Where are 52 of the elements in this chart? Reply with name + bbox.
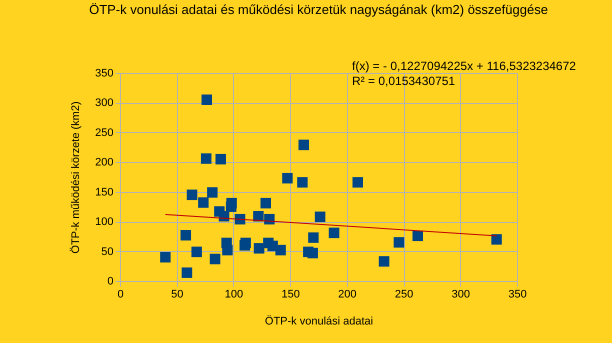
- point: [186, 190, 198, 200]
- x-tick-label: 50: [171, 288, 184, 300]
- x-axis-title: ÖTP-k vonulási adatai: [264, 314, 374, 328]
- point: [191, 246, 202, 258]
- point: [394, 237, 404, 248]
- y-tick-label: 200: [95, 156, 114, 169]
- x-tick-label: 250: [394, 288, 414, 300]
- point: [207, 187, 218, 198]
- text: f(x) = - 0,1227094225x + 116,5323234672: [352, 59, 576, 73]
- point: [200, 153, 212, 164]
- point: [314, 212, 326, 222]
- point: [378, 256, 390, 267]
- point: [198, 197, 209, 208]
- x-tick-label: 0: [117, 288, 124, 300]
- point: [491, 234, 502, 245]
- x-tick-label: 100: [224, 288, 244, 300]
- point: [352, 177, 363, 188]
- y-tick-label: 300: [95, 97, 114, 110]
- point: [298, 140, 309, 150]
- x-tick-label: 150: [281, 288, 300, 300]
- point: [160, 252, 171, 262]
- y-tick-label: 150: [95, 186, 114, 198]
- x-tick-label: 300: [452, 288, 470, 300]
- point: [234, 214, 246, 224]
- point: [297, 177, 308, 188]
- point: [282, 172, 293, 184]
- point: [308, 232, 319, 243]
- y-axis-title: ÖTP-k működési körzete (km2): [69, 101, 82, 254]
- point: [264, 214, 275, 224]
- x-tick-label: 200: [338, 288, 357, 300]
- point: [275, 244, 286, 256]
- point: [182, 267, 192, 278]
- point: [253, 210, 264, 222]
- point: [226, 201, 236, 212]
- x-tick-label: 350: [508, 288, 527, 300]
- point: [254, 243, 264, 254]
- point: [210, 254, 220, 264]
- point: [328, 228, 340, 238]
- point: [180, 230, 192, 240]
- point: [222, 244, 233, 256]
- point: [260, 198, 271, 208]
- y-tick-label: 100: [95, 216, 114, 228]
- point: [412, 230, 423, 242]
- point: [307, 248, 318, 258]
- y-tick-label: 50: [101, 246, 114, 258]
- point: [240, 240, 250, 251]
- chart-title: ÖTP-k vonulási adatai és működési körzetük nagyságának (km2) összefüggése: [89, 2, 548, 17]
- y-tick-label: 0: [107, 276, 114, 288]
- point: [215, 154, 226, 164]
- y-tick-label: 250: [95, 126, 114, 139]
- y-tick-label: 350: [95, 68, 114, 80]
- point: [202, 94, 212, 105]
